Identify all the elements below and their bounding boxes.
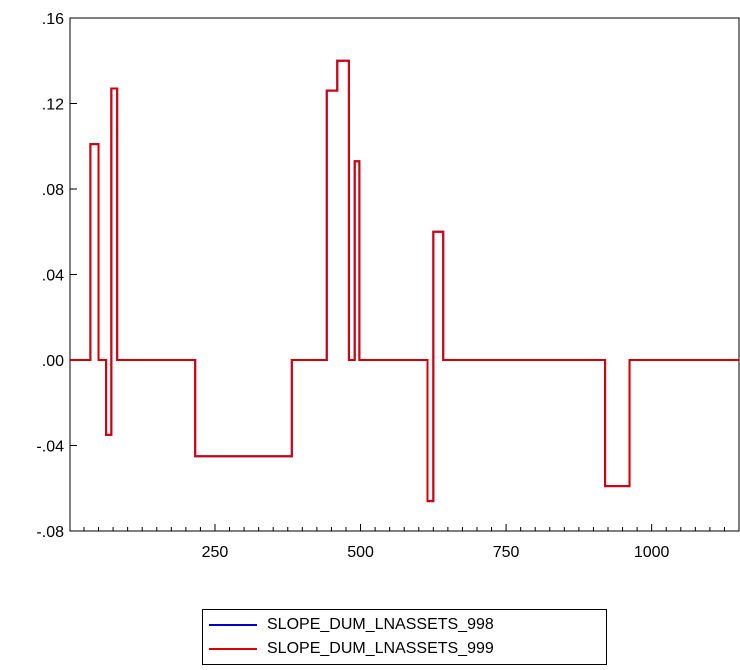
legend-item-series-2: SLOPE_DUM_LNASSETS_999 — [209, 638, 494, 660]
line-chart: -.08 -.04 .00 .04 .08 .12 .16 250 500 750 1000 — [36, 11, 740, 561]
x-tick-label: 1000 — [634, 544, 670, 561]
legend-label: SLOPE_DUM_LNASSETS_998 — [267, 616, 494, 633]
legend: SLOPE_DUM_LNASSETS_998 SLOPE_DUM_LNASSET… — [202, 609, 607, 665]
legend-swatch-red — [209, 648, 257, 650]
y-tick-label: .08 — [42, 182, 64, 199]
y-tick-label: -.04 — [36, 439, 64, 456]
legend-item-series-1: SLOPE_DUM_LNASSETS_998 — [209, 614, 494, 636]
x-tick-label: 750 — [493, 544, 520, 561]
y-tick-label: .16 — [42, 11, 64, 28]
y-tick-label: .04 — [42, 268, 64, 285]
y-tick-label: -.08 — [36, 524, 64, 541]
legend-label: SLOPE_DUM_LNASSETS_999 — [267, 640, 494, 657]
plot-frame — [69, 17, 740, 532]
series-line-2 — [70, 59, 739, 503]
y-tick-label: .12 — [42, 97, 64, 114]
y-tick-label: .00 — [42, 353, 64, 370]
legend-swatch-blue — [209, 624, 257, 626]
x-tick-label: 500 — [347, 544, 374, 561]
x-tick-label: 250 — [202, 544, 229, 561]
series-line-1 — [70, 59, 739, 503]
